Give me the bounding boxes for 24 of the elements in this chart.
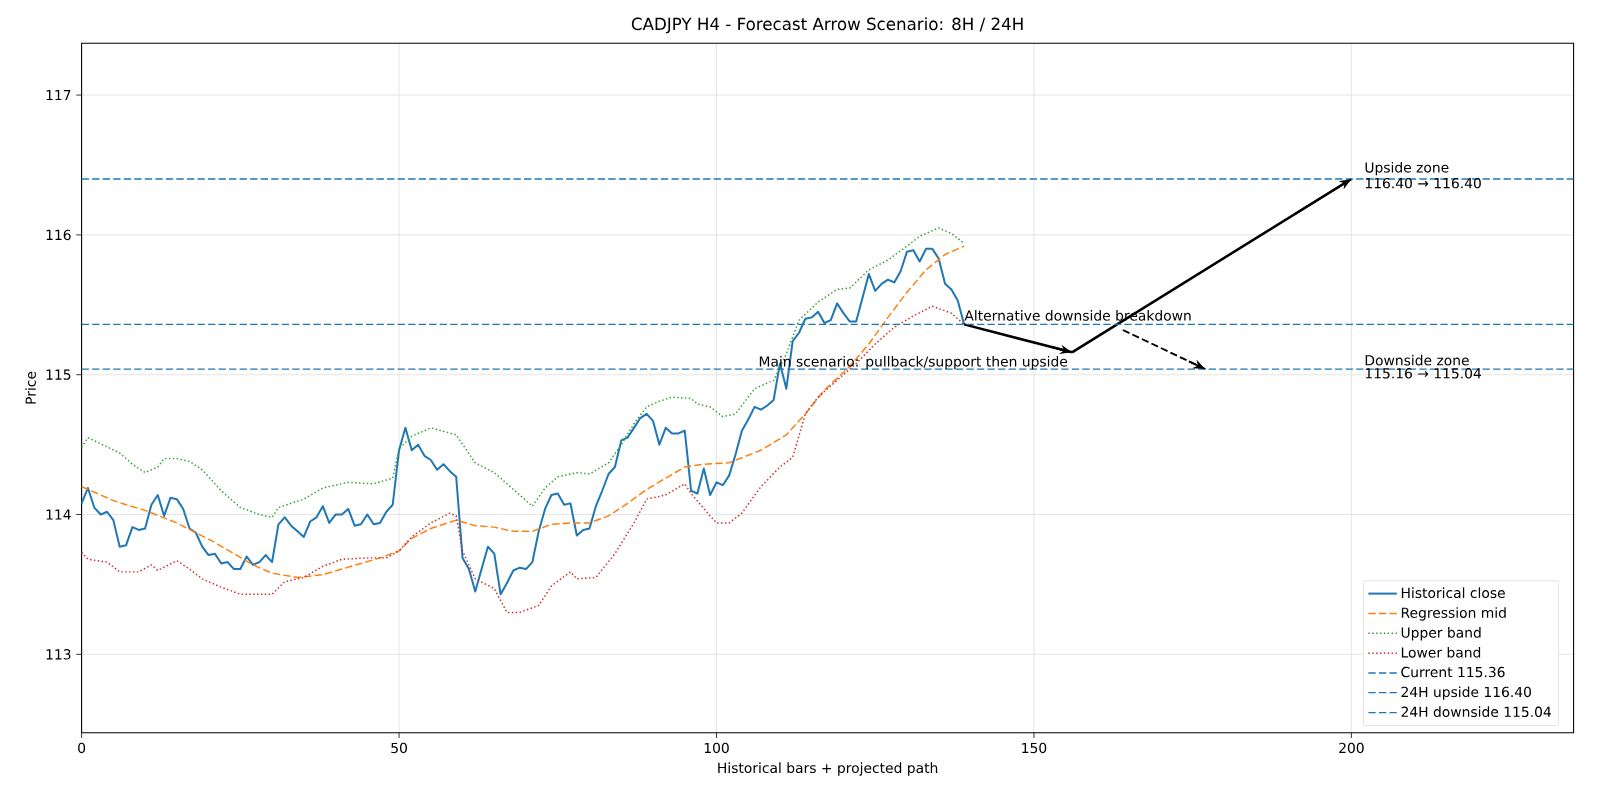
- legend-label: Upper band: [1401, 627, 1481, 641]
- legend-label: Lower band: [1401, 646, 1481, 658]
- annotation: Upside zone: [1365, 161, 1449, 176]
- chart-title: CADJPY H4 - Forecast Arrow Scenario: 8H / 24H: [631, 17, 1023, 34]
- legend-label: Regression mid: [1401, 607, 1506, 621]
- y-tick-label: 113: [46, 649, 71, 660]
- legend-label: Current 115.36: [1401, 666, 1505, 678]
- y-tick-label: 117: [46, 90, 71, 101]
- x-tick-label: 200: [1339, 742, 1364, 754]
- y-tick-label: 115: [46, 369, 71, 380]
- legend-label: 24H upside 116.40: [1401, 686, 1531, 700]
- annotation: 115.16 → 115.04: [1365, 368, 1482, 379]
- x-tick-label: 100: [704, 742, 729, 754]
- legend-label: 24H downside 115.04: [1401, 706, 1551, 718]
- x-axis-title: Historical bars + projected path: [718, 762, 938, 776]
- x-tick-label: 50: [391, 742, 407, 754]
- annotation: Downside zone: [1365, 354, 1469, 366]
- y-tick-label: 114: [46, 509, 71, 520]
- y-tick-label: 116: [46, 229, 71, 241]
- annotation: 116.40 → 116.40: [1365, 177, 1481, 189]
- legend-label: Historical close: [1401, 587, 1505, 599]
- y-axis-title: Price: [25, 371, 36, 404]
- x-tick-label: 150: [1022, 742, 1047, 754]
- x-tick-label: 0: [78, 742, 86, 754]
